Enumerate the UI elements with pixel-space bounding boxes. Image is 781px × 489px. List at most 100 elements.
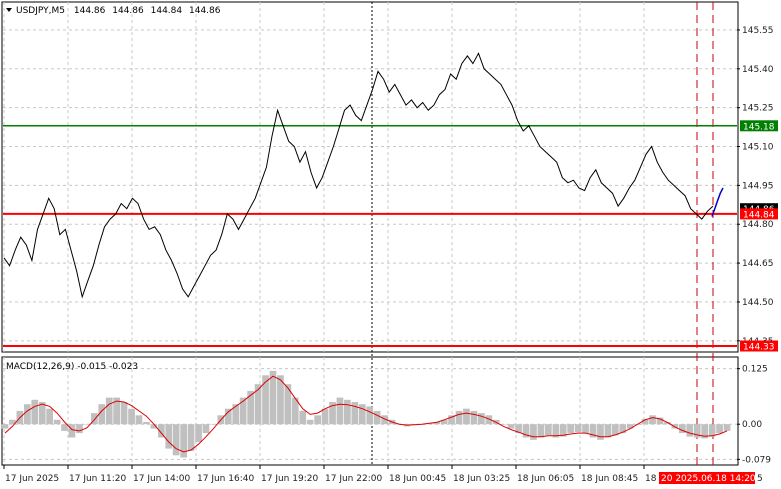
price-levels — [3, 125, 737, 347]
svg-text:145.18: 145.18 — [743, 122, 775, 132]
macd-bar-84 — [626, 424, 634, 429]
price-tick-label-0: 145.55 — [742, 26, 774, 36]
macd-bar-73 — [545, 424, 552, 436]
time-tick-label-6: 18 Jun 00:45 — [389, 474, 446, 484]
macd-bar-46 — [344, 399, 351, 425]
macd-bar-32 — [239, 397, 247, 425]
macd-bar-40 — [299, 410, 307, 425]
macd-bar-33 — [247, 390, 254, 425]
macd-bar-39 — [291, 397, 299, 425]
macd-bar-7 — [53, 419, 61, 425]
svg-text:144.33: 144.33 — [743, 343, 775, 353]
macd-bar-10 — [76, 424, 83, 434]
macd-bar-35 — [262, 375, 269, 425]
price-tick-label-1: 145.40 — [742, 65, 774, 75]
macd-bar-60 — [448, 415, 455, 425]
time-tick-label-9: 18 Jun 08:45 — [581, 474, 638, 484]
macd-bar-83 — [619, 424, 627, 434]
macd-bar-79 — [589, 424, 597, 438]
macd-bar-12 — [91, 413, 98, 425]
macd-bar-19 — [143, 422, 150, 425]
level-tag-145-18: 145.18 — [740, 120, 778, 132]
macd-bar-62 — [463, 408, 470, 425]
macd-indicator-label: MACD(12,26,9) -0.015 -0.023 — [6, 362, 138, 372]
macd-bar-63 — [470, 410, 478, 425]
macd-bar-11 — [83, 424, 91, 425]
ohlc-open: 144.86 — [74, 6, 106, 16]
macd-bar-15 — [113, 397, 120, 425]
macd-bar-86 — [641, 418, 649, 425]
macd-bar-59 — [440, 419, 448, 425]
symbol-label: USDJPY — [16, 6, 49, 16]
time-axis: 17 Jun 2025 17 Jun 11:20 17 Jun 14:00 17 Ju… — [3, 465, 763, 484]
level-tag-144-33: 144.33 — [740, 340, 778, 353]
macd-bar-93 — [693, 424, 701, 438]
macd-bar-69 — [515, 424, 522, 434]
macd-bar-3 — [24, 404, 31, 425]
macd-bar-5 — [38, 402, 46, 425]
macd-bar-92 — [686, 424, 694, 437]
ohlc-high: 144.86 — [112, 6, 144, 16]
price-tick-label-5: 144.80 — [742, 220, 774, 230]
macd-tick-label-0: 0.125 — [742, 365, 768, 375]
macd-bar-41 — [306, 419, 314, 425]
time-tick-label-3: 17 Jun 16:40 — [197, 474, 254, 484]
macd-bar-67 — [500, 424, 508, 425]
time-tick-label-7: 18 Jun 03:25 — [453, 474, 510, 484]
time-tick-label-8: 18 Jun 06:05 — [517, 474, 574, 484]
macd-bar-6 — [46, 408, 53, 425]
macd-bar-78 — [582, 424, 589, 434]
macd-bar-17 — [128, 408, 135, 425]
macd-bar-18 — [135, 415, 143, 425]
macd-bar-13 — [98, 404, 106, 425]
price-panel-frame — [1, 1, 739, 353]
price-tick-label-6: 144.65 — [742, 259, 774, 269]
level-tag-144-84: 144.84 — [740, 208, 778, 220]
macd-bar-94 — [701, 424, 708, 439]
macd-bar-36 — [269, 370, 277, 425]
time-tick-label-0: 17 Jun 2025 — [5, 474, 59, 484]
macd-histogram — [1, 370, 731, 458]
macd-bar-75 — [559, 424, 567, 437]
ohlc-low: 144.84 — [151, 6, 183, 16]
macd-bar-8 — [61, 424, 68, 431]
price-tick-label-2: 145.25 — [742, 104, 774, 114]
macd-signal — [4, 375, 728, 453]
macd-tick-label-2: -0.079 — [742, 455, 771, 465]
price-tick-label-7: 144.50 — [742, 298, 774, 308]
macd-bar-81 — [604, 424, 612, 438]
macd-bar-97 — [723, 424, 731, 431]
macd-bar-23 — [172, 424, 180, 456]
macd-bar-65 — [485, 415, 493, 425]
macd-bar-9 — [68, 424, 76, 438]
macd-bar-88 — [656, 417, 664, 425]
symbol-dropdown-icon[interactable] — [6, 8, 12, 12]
macd-bar-20 — [150, 424, 158, 429]
macd-bar-95 — [708, 424, 716, 437]
price-tick-label-4: 144.95 — [742, 181, 774, 191]
cursor-time-tag: 20 2025.06.18 14:20 — [659, 472, 756, 484]
price-grid — [3, 2, 737, 352]
price-y-axis: 145.55145.40145.25145.10144.95144.80144.… — [737, 26, 774, 347]
macd-bar-68 — [507, 424, 515, 429]
macd-bar-14 — [105, 397, 113, 425]
macd-signal-line — [4, 375, 728, 453]
macd-bar-51 — [381, 415, 388, 425]
macd-bar-91 — [679, 424, 686, 434]
macd-y-axis: 0.125 0.00 -0.079 — [737, 365, 771, 465]
macd-bar-77 — [574, 424, 582, 433]
macd-bar-45 — [336, 397, 344, 425]
macd-bar-74 — [552, 424, 560, 438]
macd-bar-80 — [597, 424, 604, 440]
macd-bar-24 — [180, 424, 187, 458]
macd-bar-96 — [716, 424, 723, 434]
macd-bar-43 — [321, 408, 329, 425]
macd-bar-64 — [478, 413, 485, 425]
macd-bar-4 — [31, 399, 39, 425]
macd-bar-82 — [612, 424, 619, 436]
macd-bar-25 — [187, 424, 195, 451]
time-tick-label-2: 17 Jun 14:00 — [133, 474, 190, 484]
macd-bar-48 — [358, 404, 366, 425]
